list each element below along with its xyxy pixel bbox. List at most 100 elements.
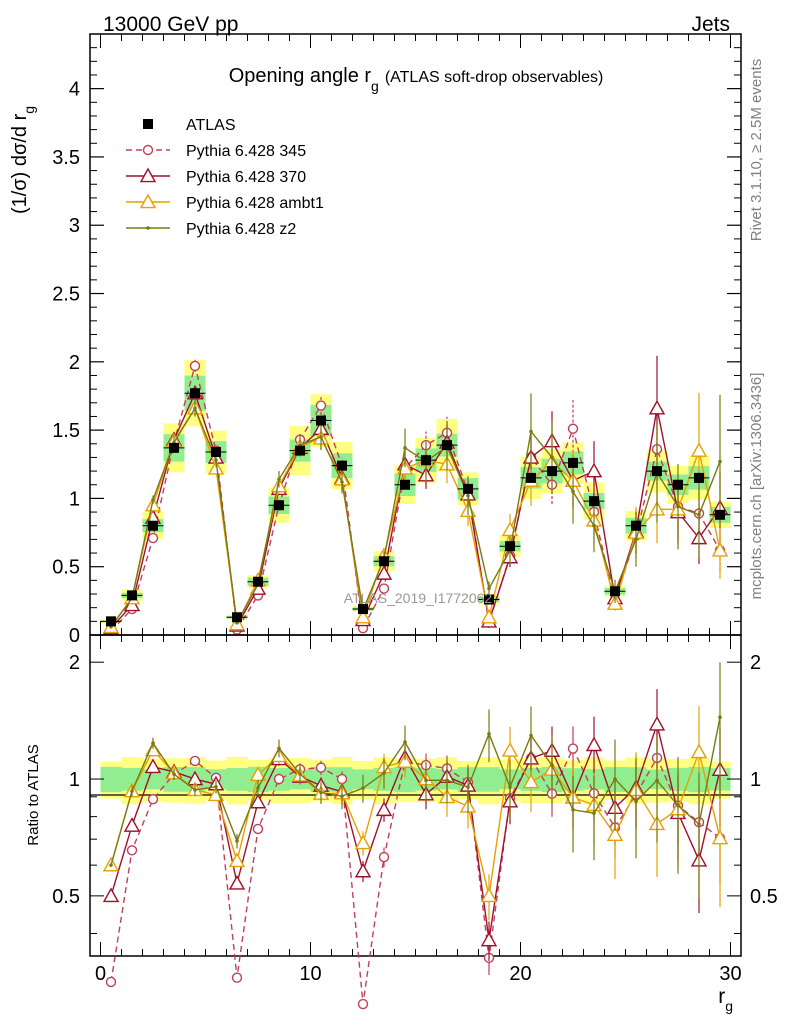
legend-entry: Pythia 6.428 z2: [126, 221, 296, 238]
ratio-point: [522, 773, 540, 789]
y-axis-label-subscript: g: [21, 106, 37, 114]
series-point: [378, 583, 390, 594]
legend-label: Pythia 6.428 345: [186, 143, 306, 160]
x-tick-label: 0: [95, 963, 106, 985]
series-point: [151, 497, 155, 502]
x-tick-label: 20: [509, 963, 531, 985]
ratio-point: [606, 826, 624, 841]
legend-entry: ATLAS: [143, 117, 236, 134]
ratio-point: [126, 845, 138, 856]
series-point: [718, 459, 722, 464]
mcplots-label: mcplots.cern.ch [arXiv:1306.3436]: [748, 373, 765, 600]
series-point: [567, 423, 579, 434]
series-point: [571, 489, 575, 494]
ratio-point: [592, 811, 596, 816]
series-point: [403, 446, 407, 450]
ratio-point: [697, 822, 701, 826]
series-point: [207, 459, 225, 475]
data-point: [127, 590, 137, 601]
ratio-point: [375, 801, 393, 817]
ratio-y-tick-label-right: 2: [750, 652, 761, 674]
main-axis-ticks: 0 0.5 1 1.5 2 2.5 3 3.5 4: [52, 34, 741, 647]
main-series-group: [100, 355, 731, 637]
ratio-point: [144, 758, 162, 774]
series-point: [214, 458, 218, 462]
legend-label: Pythia 6.428 ambt1: [186, 195, 324, 212]
data-point: [526, 472, 536, 483]
data-point: [211, 446, 221, 457]
ratio-point: [655, 778, 659, 783]
ratio-point: [151, 741, 155, 745]
ratio-point: [214, 784, 218, 789]
watermark-label: ATLAS_2019_I1772062: [344, 590, 493, 606]
data-point: [400, 479, 410, 490]
ratio-point: [189, 755, 201, 767]
legend-marker: [143, 119, 153, 129]
data-point: [652, 466, 662, 477]
y-tick-label: 4: [69, 79, 80, 101]
ratio-point: [130, 789, 134, 793]
series-point: [487, 586, 491, 591]
series-point: [315, 400, 327, 411]
ratio-band-stat: [478, 767, 500, 792]
series-point: [697, 513, 701, 517]
ratio-point: [634, 799, 638, 804]
series-point: [354, 608, 372, 624]
ratio-point: [403, 740, 407, 744]
series-point: [529, 429, 533, 434]
y-tick-label: 0: [69, 625, 80, 647]
data-point: [106, 616, 116, 627]
ratio-series-3: [109, 662, 722, 899]
ratio-y-tick-label-right: 0.5: [750, 886, 778, 908]
y-tick-label: 1: [69, 488, 80, 510]
ratio-y-tick-label: 2: [69, 652, 80, 674]
ratio-point: [109, 863, 113, 867]
ratio-point: [445, 778, 449, 783]
ratio-point: [172, 772, 176, 776]
ratio-y-tick-label: 0.5: [52, 886, 80, 908]
series-point: [690, 442, 708, 457]
ratio-point: [228, 874, 246, 890]
data-point: [694, 472, 704, 483]
ratio-point: [718, 715, 722, 719]
ratio-point: [613, 777, 617, 781]
data-point: [316, 415, 326, 426]
ratio-point: [567, 743, 579, 754]
x-axis-label: rg: [718, 985, 733, 1014]
data-point: [673, 479, 683, 490]
ratio-band-stat: [100, 766, 122, 793]
y-tick-label: 0.5: [52, 557, 80, 579]
ratio-point: [529, 733, 533, 738]
data-point: [484, 594, 494, 605]
y-tick-label: 3.5: [52, 147, 80, 169]
ratio-band-stat: [121, 768, 143, 791]
x-axis-label-subscript: g: [725, 998, 733, 1014]
data-point: [568, 457, 578, 468]
ratio-point: [315, 762, 327, 773]
legend-marker: [139, 167, 157, 183]
ratio-point: [466, 785, 470, 789]
legend-label: Pythia 6.428 370: [186, 169, 306, 186]
title-main: Opening angle rg (ATLAS soft-drop observa…: [229, 65, 604, 94]
ratio-point: [249, 793, 267, 809]
ratio-point: [648, 715, 666, 731]
x-tick-label: 10: [299, 963, 321, 985]
ratio-band-stat: [142, 769, 164, 790]
ratio-point: [277, 746, 281, 751]
title-text: Opening angle r: [229, 65, 372, 87]
ratio-point: [382, 771, 386, 775]
data-point: [169, 442, 179, 453]
series-point: [676, 504, 680, 509]
y-tick-label: 2: [69, 352, 80, 374]
data-point: [463, 483, 473, 494]
data-point: [610, 586, 620, 597]
data-point: [379, 556, 389, 567]
legend: ATLAS Pythia 6.428 345 Pythia 6.428 370 Pyt…: [126, 117, 324, 238]
ratio-point: [487, 732, 491, 736]
data-point: [274, 500, 284, 511]
legend-marker: [146, 226, 150, 230]
data-point: [421, 455, 431, 466]
ratio-point: [102, 887, 120, 903]
data-point: [547, 466, 557, 477]
y-tick-label: 3: [69, 215, 80, 237]
